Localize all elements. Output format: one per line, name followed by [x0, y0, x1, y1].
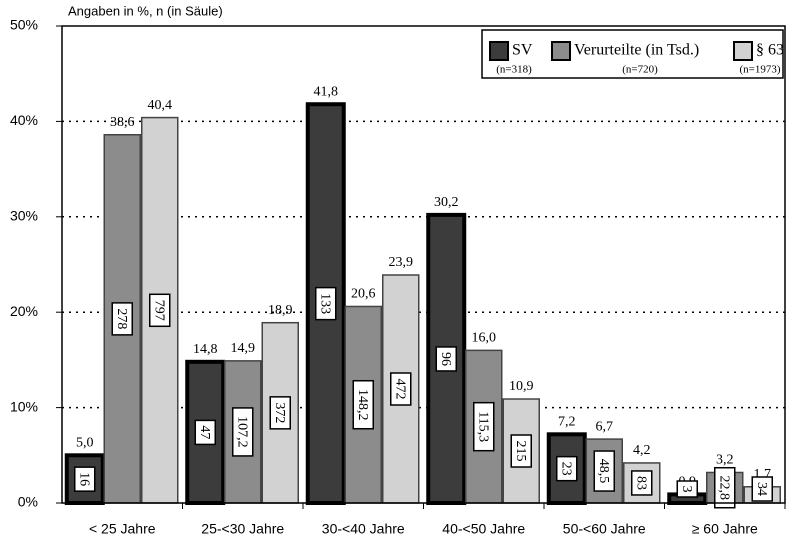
n-label: 372: [272, 402, 287, 423]
n-label-group: 107,2: [232, 407, 254, 457]
value-label: 30,2: [434, 195, 459, 210]
n-label-box: [315, 286, 337, 321]
legend-label: § 63: [756, 42, 784, 59]
n-label-box: [435, 346, 457, 372]
legend-n: (n=1973): [739, 64, 780, 76]
n-label-box: [714, 466, 736, 509]
n-label-group: 16: [74, 466, 96, 492]
y-tick-label: 0%: [18, 494, 38, 510]
value-label: 23,9: [389, 255, 414, 270]
y-tick-label: 20%: [10, 303, 38, 319]
n-label: 215: [513, 441, 528, 462]
n-label-box: [390, 372, 412, 406]
n-label-group: 3: [676, 480, 698, 498]
n-label-box: [149, 293, 171, 328]
y-tick-label: 30%: [10, 208, 38, 224]
n-label-group: 47: [194, 419, 216, 446]
n-label-box: [510, 434, 532, 468]
value-label: 5,0: [76, 436, 94, 451]
n-label-group: 372: [269, 396, 291, 430]
n-label: 472: [393, 378, 408, 399]
n-label-group: 133: [315, 286, 337, 321]
n-label-group: 278: [111, 302, 133, 336]
n-label-group: 23: [556, 455, 578, 482]
n-label-box: [751, 476, 773, 502]
n-label-box: [194, 419, 216, 446]
legend-n: (n=720): [622, 64, 658, 76]
y-tick-label: 10%: [10, 398, 38, 414]
x-tick-label: < 25 Jahre: [89, 521, 156, 537]
value-label: 10,9: [509, 379, 534, 394]
value-label: 6,7: [596, 419, 614, 434]
y-axis-label: Angaben in %, n (in Säule): [68, 3, 223, 18]
n-label-box: [556, 455, 578, 482]
value-label: 40,4: [148, 98, 173, 113]
x-tick-label: 40-<50 Jahre: [442, 521, 525, 537]
n-label-group: 22,8: [714, 466, 736, 509]
n-label: 278: [114, 308, 129, 329]
n-label-group: 472: [390, 372, 412, 406]
n-label: 96: [438, 352, 453, 366]
n-label: 133: [318, 293, 333, 314]
n-label: 47: [197, 425, 212, 439]
x-tick-label: 50-<60 Jahre: [563, 521, 646, 537]
y-tick-label: 40%: [10, 112, 38, 128]
n-label: 797: [152, 300, 167, 321]
x-tick-label: ≥ 60 Jahre: [692, 521, 758, 537]
n-label-group: 48,5: [593, 450, 615, 492]
n-label: 16: [77, 472, 92, 486]
n-label-box: [232, 407, 254, 457]
n-label-box: [352, 379, 374, 430]
bar: [623, 462, 661, 504]
legend-box: [481, 29, 784, 79]
n-label: 23: [559, 462, 574, 476]
value-label: 14,8: [193, 342, 218, 357]
value-label: 38,6: [110, 115, 135, 130]
n-label-box: [593, 450, 615, 492]
n-label-box: [473, 401, 495, 452]
n-label: 107,2: [235, 416, 250, 448]
n-label: 34: [754, 482, 769, 496]
n-label-group: 215: [510, 434, 532, 468]
legend-swatch: [733, 41, 753, 61]
n-label: 115,3: [476, 411, 491, 442]
value-label: 41,8: [314, 84, 339, 99]
bar: [261, 321, 299, 504]
legend-n: (n=318): [496, 64, 532, 76]
n-label-box: [74, 466, 96, 492]
n-label-group: 148,2: [352, 379, 374, 430]
n-label-box: [631, 470, 653, 496]
n-label-box: [111, 302, 133, 336]
n-label-group: 797: [149, 293, 171, 328]
n-label-group: 83: [631, 470, 653, 496]
value-label: 18,9: [268, 303, 293, 318]
n-label: 3: [679, 486, 694, 493]
legend-swatch: [489, 41, 509, 61]
n-label: 22,8: [717, 475, 732, 500]
n-label-group: 34: [751, 476, 773, 502]
value-label: 14,9: [231, 341, 256, 356]
x-tick-label: 30-<40 Jahre: [322, 521, 405, 537]
n-label: 148,2: [355, 389, 370, 421]
n-label-box: [676, 480, 698, 498]
plot-frame: [61, 25, 786, 504]
n-label-box: [269, 396, 291, 430]
n-label: 48,5: [596, 459, 611, 484]
legend-swatch: [551, 41, 571, 61]
y-tick-label: 50%: [10, 17, 38, 33]
n-label-group: 115,3: [473, 401, 495, 452]
legend-label: SV: [512, 42, 533, 59]
n-label: 83: [634, 476, 649, 490]
value-label: 7,2: [558, 415, 576, 430]
value-label: 20,6: [351, 287, 376, 302]
x-tick-label: 25-<30 Jahre: [201, 521, 284, 537]
n-label-group: 96: [435, 346, 457, 372]
value-label: 16,0: [472, 331, 497, 346]
legend-label: Verurteilte (in Tsd.): [574, 42, 699, 59]
value-label: 3,2: [716, 453, 734, 468]
value-label: 4,2: [633, 443, 651, 458]
